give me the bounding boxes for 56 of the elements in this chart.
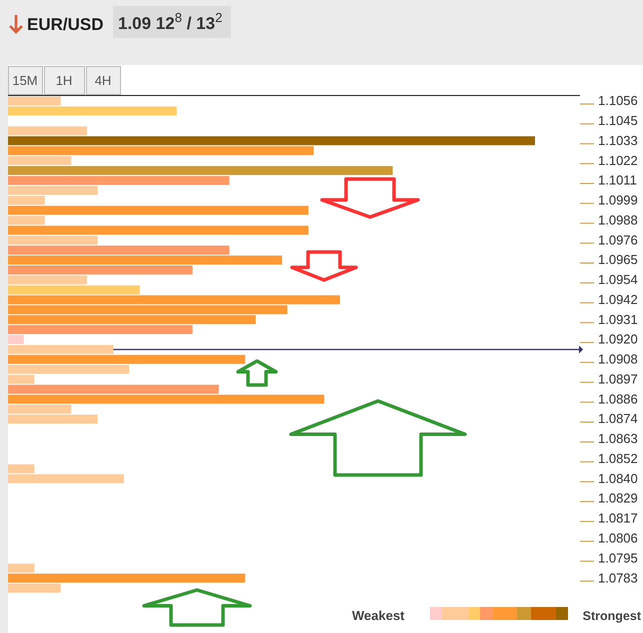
- y-tick-label: 1.1022: [598, 152, 638, 168]
- y-tick-label: 1.0817: [598, 510, 638, 526]
- text: 15M: [12, 73, 38, 88]
- bar: [8, 344, 114, 354]
- bar: [8, 176, 230, 185]
- bar: [8, 136, 535, 146]
- text: 1H: [56, 73, 72, 88]
- bar: [8, 384, 219, 394]
- y-tick-label: 1.0863: [598, 431, 638, 446]
- bar: [8, 216, 45, 225]
- bar: [8, 236, 98, 245]
- y-tick-label: 1.0874: [598, 411, 638, 426]
- y-tick-label: 1.0999: [598, 192, 638, 208]
- y-tick-label: 1.0886: [598, 391, 638, 406]
- y-tick-label: 1.0954: [598, 272, 638, 288]
- y-tick-label: 1.0852: [598, 450, 638, 466]
- y-tick-label: 1.0840: [598, 470, 638, 486]
- text: 1.09 12$^{8}$ / 13$^{2}$: [118, 10, 222, 33]
- bar: [8, 156, 72, 166]
- bar: [8, 584, 61, 593]
- bar: [8, 564, 34, 573]
- bar: [8, 285, 140, 294]
- y-tick-label: 1.0988: [598, 212, 638, 228]
- bar: [8, 275, 88, 284]
- bar: [8, 265, 192, 274]
- y-tick-label: 1.0908: [598, 352, 638, 367]
- y-tick-label: 1.0942: [598, 292, 638, 307]
- y-tick-label: 1.0931: [598, 312, 638, 327]
- y-tick-label: 1.0783: [598, 570, 638, 586]
- bar: [8, 166, 393, 176]
- bar: [8, 394, 324, 404]
- y-tick-label: 1.0806: [598, 530, 638, 546]
- bar: [8, 226, 308, 235]
- bar: [8, 206, 308, 215]
- bar: [8, 126, 88, 136]
- y-tick-label: 1.0965: [598, 252, 638, 268]
- y-tick-label: 1.1045: [598, 113, 638, 128]
- y-tick-label: 1.0897: [598, 371, 638, 386]
- y-tick-label: 1.1033: [598, 132, 638, 148]
- bar: [8, 335, 24, 344]
- y-tick-label: 1.1011: [598, 172, 637, 188]
- text: Strongest: [582, 609, 642, 623]
- bar: [8, 325, 192, 334]
- chart-title: EUR/USD: [27, 15, 104, 34]
- text: Weakest: [352, 608, 406, 623]
- bar: [8, 146, 314, 156]
- y-tick-label: 1.0795: [598, 550, 638, 566]
- bar: [8, 574, 246, 583]
- bar: [8, 106, 177, 116]
- y-tick-label: 1.1056: [598, 93, 638, 108]
- text: 4H: [94, 73, 112, 88]
- y-tick-label: 1.0920: [598, 332, 638, 347]
- bar: [8, 256, 282, 264]
- y-tick-label: 1.0976: [598, 232, 638, 248]
- y-tick-label: 1.0829: [598, 490, 638, 506]
- bar: [8, 246, 230, 255]
